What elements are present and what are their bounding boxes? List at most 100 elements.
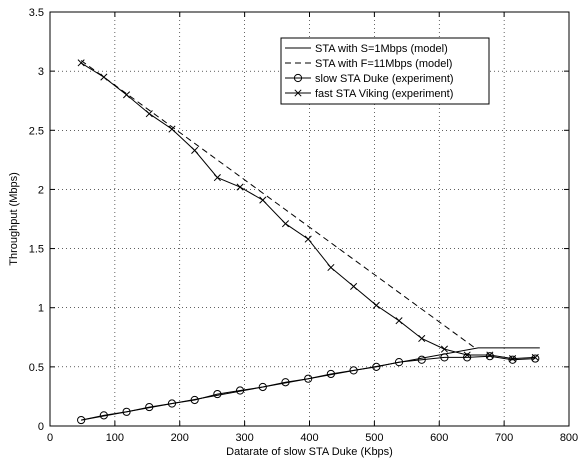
legend-entry: fast STA Viking (experiment) <box>285 88 453 100</box>
data-point-slow-experiment <box>235 386 245 395</box>
data-point-fast-experiment <box>122 91 131 99</box>
legend-marker-stroke <box>294 89 302 97</box>
data-point-fast-experiment <box>100 73 108 81</box>
x-tick-label: 800 <box>560 432 578 444</box>
legend-items: STA with S=1Mbps (model) STA with F=11Mbp… <box>285 43 454 100</box>
data-point-slow-experiment <box>508 355 517 364</box>
x-tick-label: 0 <box>47 432 53 444</box>
data-point-slow-experiment <box>531 354 540 363</box>
data-point-fast-experiment <box>327 263 335 272</box>
data-point-slow-experiment <box>99 411 108 420</box>
data-point-fast-experiment-stroke <box>259 196 267 204</box>
x-tick-label: 600 <box>430 432 448 444</box>
y-tick-label: 1 <box>38 303 44 315</box>
data-point-fast-experiment-stroke <box>327 263 335 272</box>
data-point-fast-experiment-stroke <box>100 73 108 81</box>
data-point-fast-experiment-stroke <box>440 345 448 353</box>
data-point-fast-experiment-stroke <box>145 110 153 118</box>
legend-label: STA with S=1Mbps (model) <box>315 43 448 55</box>
x-tick-label: 100 <box>106 432 124 444</box>
y-tick-label: 3.5 <box>29 7 44 19</box>
legend-entry: STA with S=1Mbps (model) <box>285 43 448 55</box>
x-tick-label: 200 <box>171 432 189 444</box>
series-fast-experiment <box>77 59 539 363</box>
data-point-fast-experiment-stroke <box>463 351 471 359</box>
data-point-fast-experiment-stroke <box>168 125 176 133</box>
data-point-fast-experiment <box>486 351 494 359</box>
data-point-fast-experiment-stroke <box>213 174 221 182</box>
data-point-fast-experiment <box>168 125 176 133</box>
data-point-fast-experiment-stroke <box>418 334 426 343</box>
data-point-fast-experiment-stroke <box>350 282 358 290</box>
data-point-slow-experiment <box>485 352 494 361</box>
legend-entry: slow STA Duke (experiment) <box>285 73 454 85</box>
y-tick-label: 2 <box>38 184 44 196</box>
tick-labels: 0 100 200 300 400 500 600 700 800 0 0.5 1 1.5 2 2.5 3 3.… <box>29 7 578 444</box>
data-point-fast-experiment-stroke <box>372 301 380 309</box>
legend-label: fast STA Viking (experiment) <box>315 88 453 100</box>
data-point-fast-experiment-stroke <box>281 220 290 228</box>
data-point-fast-experiment <box>191 146 199 154</box>
x-tick-label: 400 <box>300 432 318 444</box>
data-point-fast-experiment-stroke <box>304 235 312 243</box>
data-point-fast-experiment <box>418 334 426 343</box>
series <box>77 59 540 425</box>
data-point-slow-experiment <box>281 378 290 387</box>
data-point-fast-experiment-stroke <box>191 146 199 154</box>
plot-area-frame <box>49 11 570 427</box>
legend-marker <box>293 73 303 83</box>
data-point-fast-experiment <box>236 183 244 191</box>
data-point-fast-experiment-stroke <box>236 183 244 191</box>
data-point-fast-experiment <box>350 282 358 290</box>
y-tick-label: 0.5 <box>29 362 44 374</box>
data-point-slow-experiment <box>349 366 358 375</box>
data-point-fast-experiment-stroke <box>122 91 131 99</box>
y-tick-label: 0 <box>38 421 44 433</box>
data-point-fast-experiment <box>372 301 380 309</box>
legend-marker <box>294 89 302 97</box>
y-tick-label: 3 <box>38 66 44 78</box>
y-axis-title: Throughput (Mbps) <box>8 172 20 266</box>
data-point-slow-experiment <box>145 402 154 412</box>
data-point-slow-experiment <box>440 353 449 362</box>
data-point-slow-experiment <box>190 395 199 405</box>
data-point-fast-experiment <box>281 220 290 228</box>
series-fast-model <box>80 60 476 349</box>
series-line-fast-model <box>80 60 476 349</box>
series-slow-model <box>81 347 540 421</box>
data-point-slow-experiment <box>326 369 336 379</box>
x-axis-title: Datarate of slow STA Duke (Kbps) <box>226 446 393 458</box>
legend-entry: STA with F=11Mbps (model) <box>285 58 452 70</box>
data-point-fast-experiment <box>509 355 517 363</box>
data-point-fast-experiment <box>304 235 312 243</box>
data-point-fast-experiment-stroke <box>77 59 85 67</box>
data-point-slow-experiment <box>304 374 313 383</box>
data-point-fast-experiment-stroke <box>531 353 539 361</box>
x-tick-label: 300 <box>235 432 253 444</box>
data-point-fast-experiment <box>77 59 85 67</box>
series-line-slow-experiment <box>80 355 536 421</box>
data-point-fast-experiment <box>213 174 221 182</box>
legend-box <box>280 37 490 105</box>
data-point-fast-experiment <box>259 196 267 204</box>
y-tick-label: 1.5 <box>29 244 44 256</box>
data-point-fast-experiment-stroke <box>509 355 517 363</box>
data-point-fast-experiment-stroke <box>486 351 494 359</box>
x-tick-label: 500 <box>365 432 383 444</box>
legend: STA with S=1Mbps (model) STA with F=11Mbp… <box>280 37 490 105</box>
data-point-fast-experiment-stroke <box>395 317 403 325</box>
legend-label: slow STA Duke (experiment) <box>315 73 454 85</box>
series-line-slow-model <box>81 347 540 421</box>
data-point-slow-experiment <box>77 415 86 425</box>
data-point-slow-experiment <box>372 362 381 371</box>
data-point-fast-experiment <box>531 353 539 361</box>
data-point-slow-experiment <box>213 389 222 399</box>
data-point-slow-experiment <box>122 407 131 416</box>
data-point-slow-experiment <box>463 353 472 362</box>
data-point-slow-experiment <box>394 358 404 367</box>
series-slow-experiment <box>77 352 540 425</box>
y-tick-label: 2.5 <box>29 125 44 137</box>
x-tick-label: 700 <box>495 432 513 444</box>
legend-label: STA with F=11Mbps (model) <box>315 58 452 70</box>
